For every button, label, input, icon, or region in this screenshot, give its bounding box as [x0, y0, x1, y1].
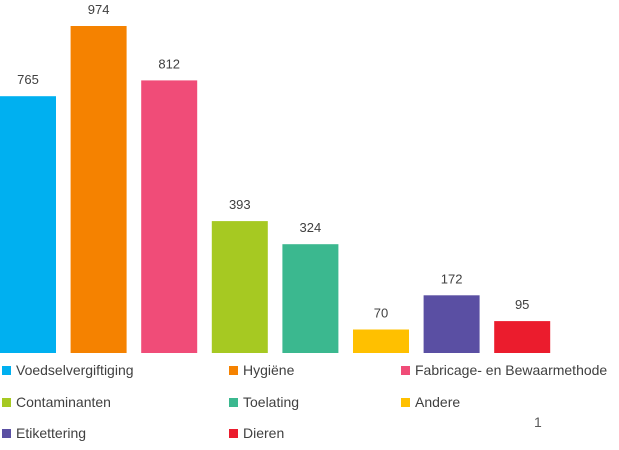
legend-swatch — [2, 428, 11, 438]
legend: Voedselvergiftiging Hygiëne Fabricage- e… — [0, 362, 619, 447]
data-label: 393 — [229, 197, 251, 212]
bar-toelating — [282, 244, 339, 353]
bar-contaminanten — [211, 221, 268, 353]
bar-hygi-ne — [70, 26, 127, 353]
legend-swatch — [229, 397, 238, 407]
data-label: 95 — [515, 297, 529, 312]
bar-etikettering — [423, 295, 480, 353]
data-label: 172 — [441, 271, 463, 286]
legend-label: Fabricage- en Bewaarmethode — [415, 362, 608, 378]
legend-item: Contaminanten — [2, 394, 111, 410]
page-number: 1 — [534, 414, 542, 430]
legend-item: Andere — [401, 394, 460, 410]
legend-label: Etikettering — [16, 425, 87, 441]
legend-label: Hygiëne — [243, 362, 295, 378]
legend-label: Contaminanten — [16, 394, 111, 410]
bar-chart: 765 974 812 393 324 70 172 95 — [0, 2, 551, 354]
bar-fabricage-en-bewaarmethode — [141, 80, 198, 354]
data-label: 974 — [88, 2, 110, 17]
legend-label: Toelating — [243, 394, 300, 410]
legend-label: Andere — [415, 394, 461, 410]
legend-label: Dieren — [243, 425, 285, 441]
legend-item: Voedselvergiftiging — [2, 362, 134, 378]
bar-dieren — [494, 321, 551, 353]
legend-swatch — [2, 365, 11, 375]
legend-swatch — [401, 397, 410, 407]
legend-item: Etikettering — [2, 425, 86, 441]
bar-andere — [353, 329, 409, 353]
legend-item: Fabricage- en Bewaarmethode — [401, 362, 607, 378]
legend-item: Toelating — [229, 394, 299, 410]
bar-voedselvergiftiging — [0, 96, 56, 353]
data-label: 324 — [300, 220, 322, 235]
legend-item: Hygiëne — [229, 362, 294, 378]
legend-swatch — [2, 397, 11, 407]
legend-item: Dieren — [229, 425, 284, 441]
data-label: 70 — [374, 306, 388, 321]
data-label: 765 — [17, 72, 39, 87]
legend-label: Voedselvergiftiging — [16, 362, 134, 378]
legend-swatch — [229, 365, 238, 375]
data-label: 812 — [158, 56, 180, 71]
legend-swatch — [401, 365, 410, 375]
legend-swatch — [229, 428, 238, 438]
